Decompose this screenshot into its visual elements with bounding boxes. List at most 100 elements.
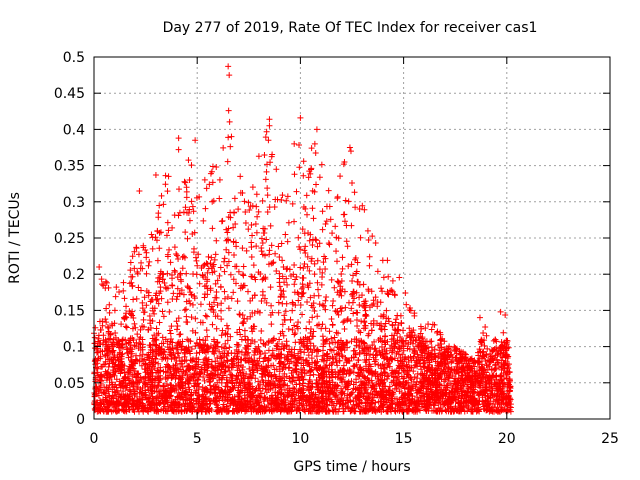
data-point: [167, 259, 174, 266]
data-point: [175, 256, 182, 263]
data-point: [290, 384, 297, 391]
data-point: [132, 374, 139, 381]
data-point: [365, 332, 372, 339]
data-point: [186, 297, 193, 304]
data-point: [291, 171, 298, 178]
data-point: [204, 261, 211, 268]
data-point: [322, 266, 329, 273]
data-point: [202, 205, 209, 212]
data-point: [224, 337, 231, 344]
data-point: [257, 381, 264, 388]
data-point: [135, 251, 142, 258]
data-point: [325, 240, 332, 247]
data-point: [220, 144, 227, 151]
data-point: [252, 364, 259, 371]
data-point: [265, 347, 272, 354]
data-point: [506, 406, 513, 413]
data-point: [417, 323, 424, 330]
data-point: [122, 392, 129, 399]
data-point: [112, 293, 119, 300]
data-point: [380, 311, 387, 318]
data-point: [309, 314, 316, 321]
data-point: [136, 389, 143, 396]
data-point: [234, 298, 241, 305]
data-point: [333, 351, 340, 358]
data-point: [401, 356, 408, 363]
data-point: [296, 355, 303, 362]
data-point: [377, 326, 384, 333]
data-point: [124, 350, 131, 357]
data-point: [334, 362, 341, 369]
data-point: [171, 402, 178, 409]
data-point: [303, 344, 310, 351]
data-point: [481, 399, 488, 406]
data-point: [255, 153, 262, 160]
data-point: [210, 299, 217, 306]
data-point: [255, 343, 262, 350]
data-point: [394, 375, 401, 382]
data-point: [284, 265, 291, 272]
data-point: [423, 389, 430, 396]
data-point: [404, 371, 411, 378]
data-point: [333, 248, 340, 255]
data-point: [314, 358, 321, 365]
data-point: [102, 397, 109, 404]
data-point: [341, 341, 348, 348]
data-point: [108, 348, 115, 355]
data-point: [146, 258, 153, 265]
data-point: [116, 344, 123, 351]
data-point: [184, 378, 191, 385]
data-point: [276, 381, 283, 388]
data-point: [316, 266, 323, 273]
data-point: [337, 173, 344, 180]
data-point: [207, 306, 214, 313]
data-point: [305, 284, 312, 291]
data-point: [280, 382, 287, 389]
data-point: [395, 370, 402, 377]
data-point: [155, 275, 162, 282]
data-point: [292, 302, 299, 309]
data-point: [311, 395, 318, 402]
data-point: [196, 193, 203, 200]
data-point: [250, 262, 257, 269]
data-point: [450, 385, 456, 392]
data-point: [267, 159, 274, 166]
data-point: [166, 393, 173, 400]
data-point: [340, 362, 347, 369]
data-point: [92, 361, 99, 368]
data-point: [360, 325, 367, 332]
data-point: [291, 352, 298, 359]
data-point: [276, 336, 283, 343]
data-point: [307, 170, 314, 177]
data-point: [385, 315, 392, 322]
data-point: [188, 162, 195, 169]
data-point: [457, 382, 464, 389]
data-point: [303, 402, 310, 409]
data-point: [324, 401, 331, 408]
data-point: [323, 218, 330, 225]
data-point: [102, 352, 109, 359]
data-point: [248, 394, 255, 401]
data-point: [224, 331, 231, 338]
data-point: [191, 229, 198, 236]
data-point: [251, 292, 258, 299]
data-point: [401, 369, 408, 376]
data-point: [272, 196, 279, 203]
data-point: [249, 184, 256, 191]
data-point: [348, 354, 355, 361]
data-point: [356, 365, 363, 372]
data-point: [128, 279, 135, 286]
data-point: [310, 390, 317, 397]
data-point: [225, 249, 232, 256]
data-point: [503, 337, 510, 344]
data-point: [189, 301, 196, 308]
data-point: [461, 400, 468, 407]
data-point: [339, 286, 346, 293]
data-point: [230, 238, 237, 245]
data-point: [181, 307, 188, 314]
data-point: [446, 373, 453, 380]
data-point: [158, 406, 165, 413]
data-point: [223, 237, 230, 244]
data-point: [138, 376, 145, 383]
data-point: [169, 224, 176, 231]
